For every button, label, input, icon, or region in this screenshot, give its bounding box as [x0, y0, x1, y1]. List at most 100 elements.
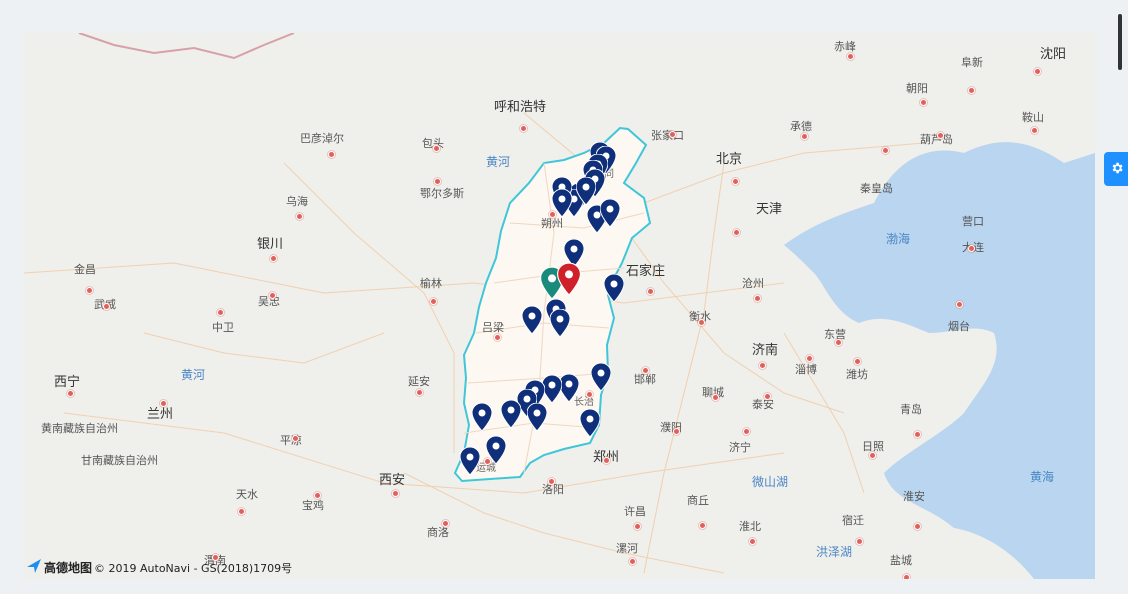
city-dot — [586, 391, 593, 398]
map-marker-pin-icon[interactable] — [526, 402, 548, 432]
city-label: 许昌 — [624, 505, 646, 518]
settings-button[interactable] — [1104, 152, 1128, 186]
window-edge-marker — [1118, 14, 1122, 70]
city-label: 济宁 — [729, 441, 751, 454]
city-dot — [430, 298, 437, 305]
city-label: 泰安 — [752, 398, 774, 411]
city-dot — [494, 334, 501, 341]
city-label: 洪泽湖 — [816, 545, 853, 559]
map-marker-pin-icon[interactable] — [599, 198, 621, 228]
city-dot — [103, 303, 110, 310]
city-dot — [698, 319, 705, 326]
city-dot — [647, 288, 654, 295]
city-label: 潍坊 — [846, 368, 868, 381]
city-label: 商洛 — [427, 526, 449, 539]
city-label: 沈阳 — [1040, 47, 1067, 62]
city-dot — [314, 492, 321, 499]
city-dot — [238, 508, 245, 515]
city-dot — [801, 133, 808, 140]
city-label: 黄河 — [181, 368, 206, 382]
map-marker-pin-icon[interactable] — [549, 308, 571, 338]
map-marker-pin-icon[interactable] — [590, 362, 612, 392]
city-dot — [212, 554, 219, 561]
city-label: 漯河 — [616, 542, 638, 555]
city-dot — [956, 301, 963, 308]
city-label: 赤峰 — [834, 40, 856, 53]
city-label: 银川 — [257, 237, 284, 252]
map-marker-selected-pin-icon[interactable] — [556, 262, 582, 296]
city-dot — [806, 355, 813, 362]
city-label: 济南 — [752, 343, 779, 358]
city-label: 微山湖 — [752, 475, 789, 489]
city-label: 葫芦岛 — [920, 133, 953, 146]
city-label: 西安 — [379, 473, 406, 488]
map-marker-pin-icon[interactable] — [500, 399, 522, 429]
city-dot — [764, 393, 771, 400]
city-dot — [914, 431, 921, 438]
city-label: 渤海 — [886, 232, 911, 246]
city-dot — [548, 478, 555, 485]
map-marker-pin-icon[interactable] — [521, 305, 543, 335]
city-dot — [835, 339, 842, 346]
city-dot — [549, 211, 556, 218]
city-label: 平凉 — [280, 434, 302, 447]
city-label: 黄海 — [1030, 470, 1055, 484]
map-marker-pin-icon[interactable] — [551, 188, 573, 218]
map-marker-pin-icon[interactable] — [558, 373, 580, 403]
city-dot — [673, 428, 680, 435]
city-label: 鄂尔多斯 — [420, 187, 464, 200]
city-dot — [269, 292, 276, 299]
city-dot — [484, 458, 491, 465]
city-label: 呼和浩特 — [494, 100, 547, 115]
city-dot — [968, 245, 975, 252]
city-dot — [968, 87, 975, 94]
city-label: 朔州 — [541, 217, 563, 230]
city-dot — [759, 362, 766, 369]
map-attribution: 高德地图 © 2019 AutoNavi - GS(2018)1709号 — [26, 558, 292, 577]
city-label: 朝阳 — [906, 82, 928, 95]
map-marker-pin-icon[interactable] — [485, 435, 507, 465]
city-label: 吴忠 — [258, 295, 280, 308]
city-label: 聊城 — [702, 386, 724, 399]
city-dot — [392, 490, 399, 497]
city-dot — [869, 452, 876, 459]
map-container[interactable]: 呼和浩特北京天津石家庄沈阳银川西宁兰州西安郑州济南朔州吕梁运城长治大同包头鄂尔多… — [24, 33, 1095, 579]
city-label: 乌海 — [286, 195, 308, 208]
city-label: 盐城 — [890, 554, 912, 567]
city-label: 吕梁 — [482, 321, 504, 334]
city-label: 淮北 — [739, 520, 761, 533]
map-marker-pin-icon[interactable] — [541, 374, 563, 404]
city-label: 天水 — [236, 488, 258, 501]
city-label: 巴彦淖尔 — [300, 132, 344, 145]
city-label: 洛阳 — [542, 483, 564, 496]
map-marker-pin-icon[interactable] — [471, 402, 493, 432]
city-dot — [160, 400, 167, 407]
city-label: 黄南藏族自治州 — [41, 422, 118, 435]
city-label: 长治 — [574, 397, 594, 408]
city-dot — [914, 523, 921, 530]
city-label: 石家庄 — [626, 264, 666, 279]
city-label: 天津 — [756, 202, 783, 217]
city-dot — [629, 558, 636, 565]
city-dot — [67, 390, 74, 397]
city-label: 沧州 — [742, 277, 764, 290]
city-label: 商丘 — [687, 494, 709, 507]
map-marker-pin-icon[interactable] — [575, 176, 597, 206]
map-marker-pin-icon[interactable] — [603, 273, 625, 303]
map-marker-pin-icon[interactable] — [459, 446, 481, 476]
map-marker-pin-icon[interactable] — [579, 408, 601, 438]
city-label: 黄河 — [486, 155, 511, 169]
city-dot — [733, 229, 740, 236]
city-label: 秦皇岛 — [860, 182, 893, 195]
city-label: 张家口 — [651, 129, 684, 142]
city-dot — [882, 147, 889, 154]
city-dot — [520, 125, 527, 132]
city-dot — [743, 428, 750, 435]
amap-logo-icon — [26, 558, 42, 577]
city-label: 西宁 — [54, 375, 81, 390]
city-label: 宿迁 — [842, 514, 864, 527]
city-dot — [754, 295, 761, 302]
city-dot — [296, 213, 303, 220]
city-label: 日照 — [862, 440, 884, 453]
city-dot — [920, 99, 927, 106]
